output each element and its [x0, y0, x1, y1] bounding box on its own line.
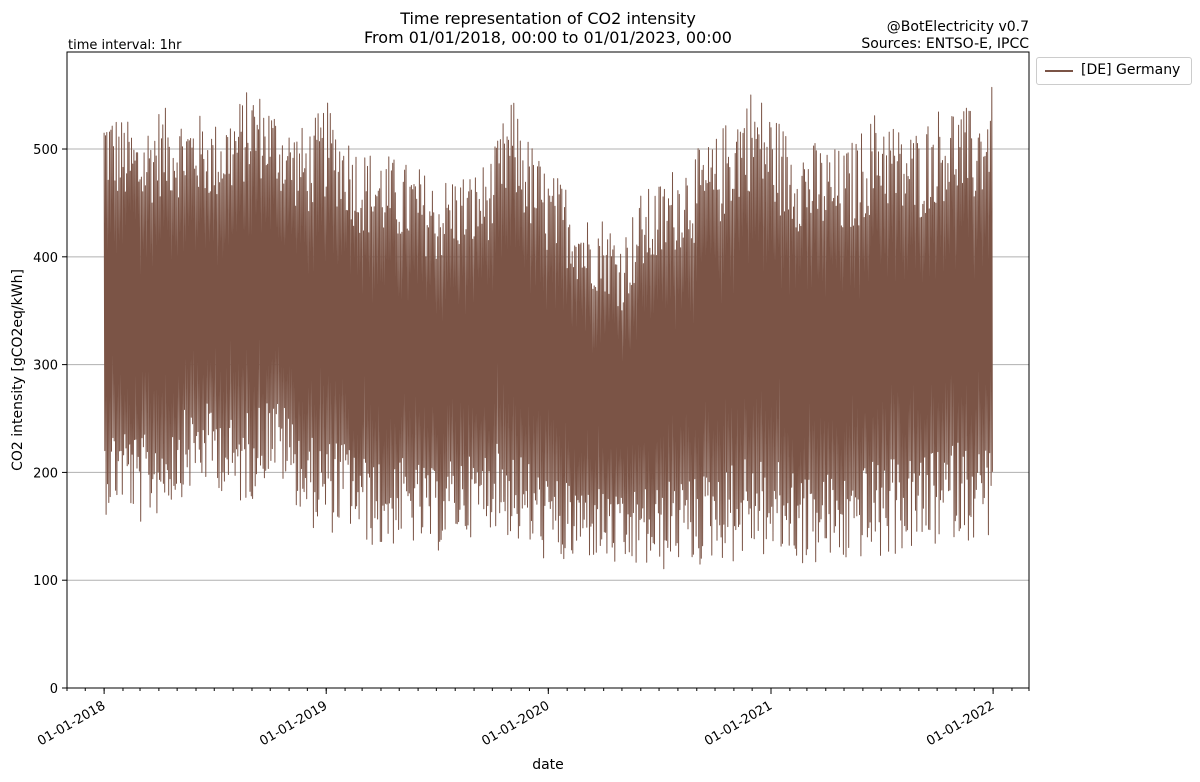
x-axis: 01-01-2018 01-01-2019 01-01-2020 01-01-2021… [35, 688, 1030, 749]
y-tick-label: 400 [33, 251, 58, 266]
y-tick-label: 300 [33, 359, 58, 374]
x-tick-label: 01-01-2021 [702, 698, 775, 749]
credit-text: @BotElectricity v0.7 [887, 19, 1029, 35]
series-line [103, 86, 993, 570]
legend: [DE] Germany [1036, 57, 1192, 85]
x-tick-label: 01-01-2019 [257, 698, 330, 749]
chart-title: Time representation of CO2 intensity [399, 9, 696, 28]
legend-line-germany [1045, 70, 1073, 72]
x-tick-label: 01-01-2022 [924, 698, 997, 749]
sources-text: Sources: ENTSO-E, IPCC [861, 36, 1029, 52]
chart-subtitle: From 01/01/2018, 00:00 to 01/01/2023, 00… [364, 28, 732, 47]
series-germany [103, 86, 993, 570]
interval-text: time interval: 1hr [68, 38, 182, 53]
x-axis-label: date [532, 757, 564, 773]
y-axis: 0 100 200 300 400 500 [33, 143, 67, 697]
x-tick-label: 01-01-2018 [35, 698, 108, 749]
y-tick-label: 500 [33, 143, 58, 158]
y-tick-label: 100 [33, 574, 58, 589]
y-axis-label: CO2 intensity [gCO2eq/kWh] [10, 269, 26, 471]
legend-label-germany: [DE] Germany [1081, 62, 1181, 78]
y-tick-label: 0 [50, 682, 58, 697]
x-tick-label: 01-01-2020 [479, 698, 552, 749]
y-tick-label: 200 [33, 466, 58, 481]
